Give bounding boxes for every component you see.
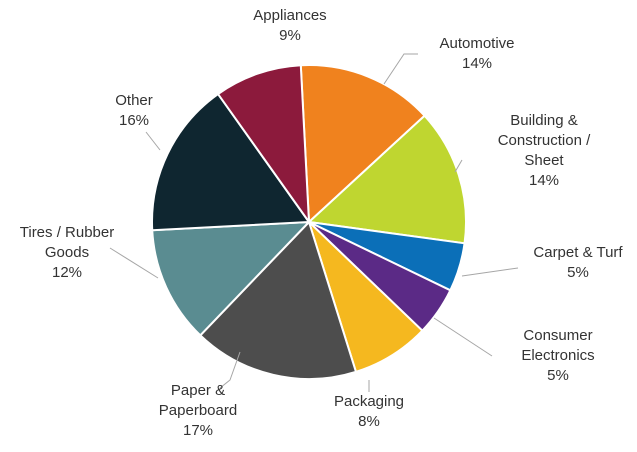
slice-category-label: Other (115, 92, 153, 109)
slice-label-0: Automotive 14% (439, 35, 514, 72)
pie-slice-5 (198, 220, 358, 380)
slice-value-label: 8% (358, 413, 380, 430)
leader-line-1 (454, 159, 463, 173)
pie-slice-8 (216, 64, 311, 226)
slice-value-label: 17% (183, 422, 213, 439)
slice-value-label: 9% (279, 27, 301, 44)
slice-label-3: Consumer Electronics 5% (521, 327, 594, 384)
slice-value-label: 5% (567, 264, 589, 281)
leader-line-7 (145, 131, 161, 151)
pie-slice-0 (299, 64, 426, 225)
slice-category-label: Tires / Rubber (20, 224, 114, 241)
leader-lines-group (109, 53, 519, 392)
leader-line-5 (219, 351, 241, 389)
pie-slice-7 (151, 92, 311, 232)
slice-category-label: Goods (45, 244, 89, 261)
slice-value-label: 14% (529, 172, 559, 189)
slice-category-label: Electronics (521, 347, 594, 364)
slice-value-label: 14% (462, 55, 492, 72)
slice-label-8: Appliances 9% (253, 7, 326, 44)
slices-group (151, 64, 467, 380)
slice-category-label: Paperboard (159, 402, 237, 419)
slice-category-label: Building & (510, 112, 578, 129)
slice-category-label: Appliances (253, 7, 326, 24)
leader-line-2 (461, 267, 519, 277)
slice-category-label: Sheet (524, 152, 564, 169)
slice-label-2: Carpet & Turf 5% (533, 244, 623, 281)
slice-label-7: Other 16% (115, 92, 153, 129)
slice-label-6: Tires / Rubber Goods 12% (20, 224, 114, 281)
pie-slice-6 (151, 220, 312, 337)
leader-line-3 (433, 317, 493, 357)
slice-category-label: Paper & (171, 382, 225, 399)
slice-category-label: Automotive (439, 35, 514, 52)
leader-line-6 (109, 247, 159, 279)
slice-category-label: Construction / (498, 132, 591, 149)
slice-label-1: Building & Construction / Sheet 14% (498, 112, 591, 189)
leader-line-0 (383, 53, 418, 85)
slice-category-label: Packaging (334, 393, 404, 410)
slice-label-5: Paper & Paperboard 17% (159, 382, 237, 439)
slice-label-4: Packaging 8% (334, 393, 404, 430)
pie-slice-1 (306, 114, 467, 245)
slice-value-label: 12% (52, 264, 82, 281)
slice-value-label: 16% (119, 112, 149, 129)
slice-category-label: Consumer (523, 327, 592, 344)
labels-group: Automotive 14% Building & Construction / She… (20, 7, 624, 439)
slice-value-label: 5% (547, 367, 569, 384)
slice-category-label: Carpet & Turf (533, 244, 623, 261)
